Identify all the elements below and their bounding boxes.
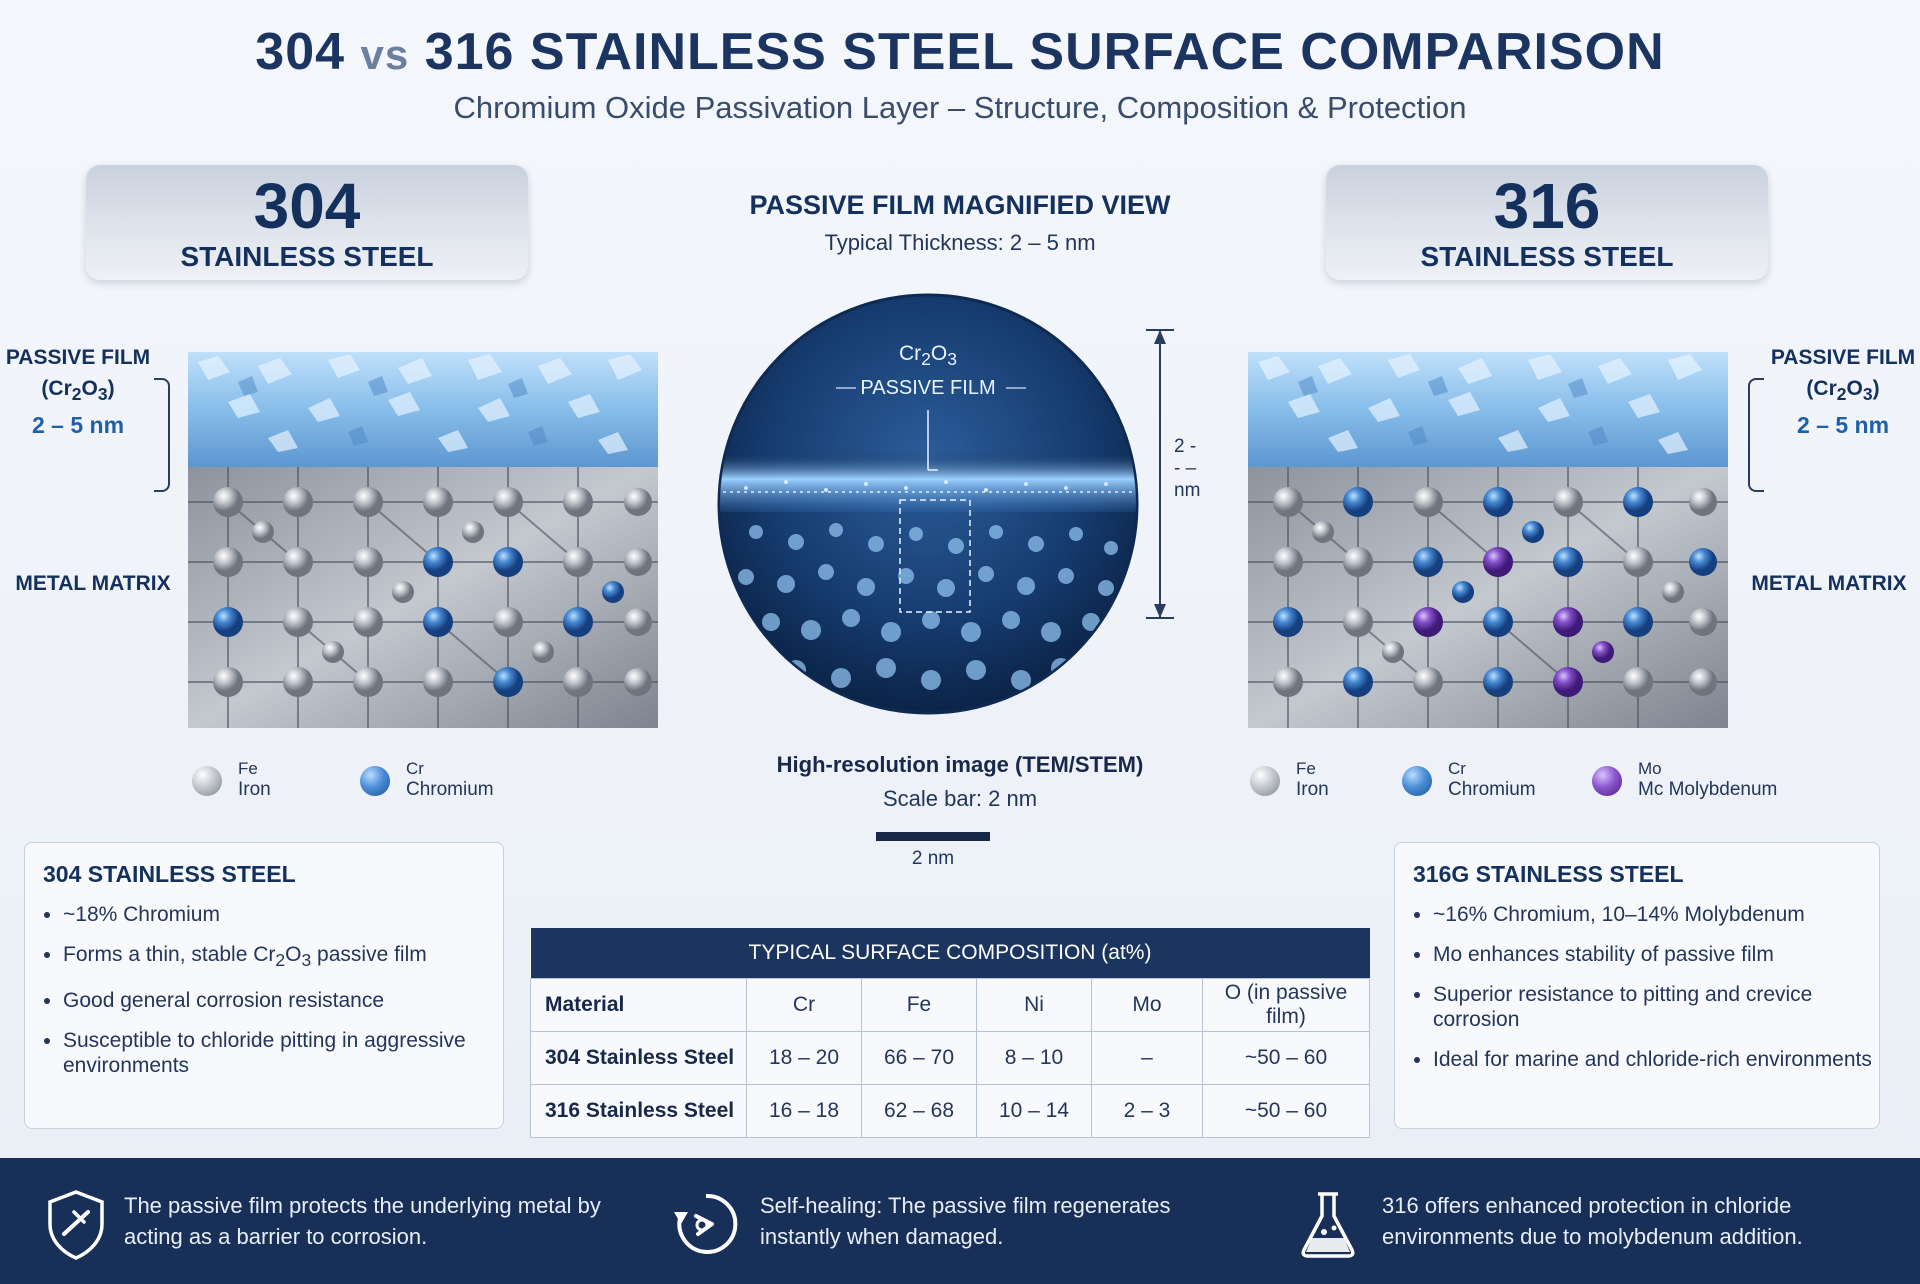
circle-formula: Cr2O3 xyxy=(899,342,957,370)
page-title: 304 vs 316 STAINLESS STEEL SURFACE COMPA… xyxy=(255,23,1665,81)
dimension-label: 2 - - – nm xyxy=(1174,436,1201,501)
info-box-316-title: 316G STAINLESS STEEL xyxy=(1413,861,1684,887)
legend-chromium-atom xyxy=(360,766,390,796)
footer-text-barrier: The passive film protects the underlying… xyxy=(124,1193,601,1249)
flask-icon xyxy=(1301,1192,1355,1258)
thickness-dimension-marker xyxy=(1146,329,1174,619)
legend-chromium: Cr Chromium xyxy=(406,759,494,800)
scale-caption: Scale bar: 2 nm xyxy=(882,786,1038,811)
typical-thickness: Typical Thickness: 2 – 5 nm xyxy=(824,230,1096,255)
legend-chromium-atom-316 xyxy=(1402,766,1432,796)
table-header-cell: Cr xyxy=(746,978,862,1032)
legend-iron: Fe Iron xyxy=(238,759,271,800)
table-header-cell: Material xyxy=(530,978,747,1032)
right-film-brace xyxy=(1748,378,1764,492)
legend-iron-atom xyxy=(192,766,222,796)
info-box-316: 316G STAINLESS STEEL ~16% Chromium, 10–1… xyxy=(1394,842,1880,1129)
crystal-304-illustration xyxy=(188,352,658,728)
info-316-item: ~16% Chromium, 10–14% Molybdenum xyxy=(1433,902,1879,927)
right-film-formula: (Cr2O3) xyxy=(1806,377,1880,405)
circle-passive-film-label: PASSIVE FILM xyxy=(860,377,996,399)
info-304-item: Susceptible to chloride pitting in aggre… xyxy=(63,1028,503,1078)
scale-bar-label: 2 nm xyxy=(911,848,955,869)
left-film-brace xyxy=(154,378,170,492)
left-passive-film-label: PASSIVE FILM (Cr2O3) 2 – 5 nm xyxy=(0,342,156,441)
left-film-formula: (Cr2O3) xyxy=(41,377,115,405)
badge-316: 316 STAINLESS STEEL xyxy=(1326,165,1768,280)
info-304-item: Forms a thin, stable Cr2O3 passive film xyxy=(63,942,503,973)
table-header-cell: Fe xyxy=(861,978,977,1032)
right-metal-matrix-label: METAL MATRIX xyxy=(1751,572,1907,595)
table-row: 316 Stainless Steel 16 – 18 62 – 68 10 –… xyxy=(530,1084,1370,1138)
left-metal-matrix-label: METAL MATRIX xyxy=(15,572,171,595)
footer-text-chloride: 316 offers enhanced protection in chlori… xyxy=(1382,1193,1803,1249)
info-box-304: 304 STAINLESS STEEL ~18% Chromium Forms … xyxy=(24,842,504,1129)
magnified-circle xyxy=(717,293,1139,715)
table-header-cell: O (in passive film) xyxy=(1202,978,1370,1032)
info-box-304-title: 304 STAINLESS STEEL xyxy=(43,861,296,887)
table-header-cell: Ni xyxy=(976,978,1092,1032)
info-316-item: Ideal for marine and chloride-rich envir… xyxy=(1433,1047,1879,1072)
crystal-316-illustration xyxy=(1248,352,1728,728)
info-304-item: ~18% Chromium xyxy=(63,902,503,927)
table-row: 304 Stainless Steel 18 – 20 66 – 70 8 – … xyxy=(530,1031,1370,1085)
legend-chromium-316: Cr Chromium xyxy=(1448,759,1536,800)
info-316-item: Mo enhances stability of passive film xyxy=(1433,942,1879,967)
table-caption: TYPICAL SURFACE COMPOSITION (at%) xyxy=(530,928,1370,979)
right-passive-film-label: PASSIVE FILM (Cr2O3) 2 – 5 nm xyxy=(1766,342,1920,441)
table-header-cell: Mo xyxy=(1091,978,1203,1032)
legend-iron-316: Fe Iron xyxy=(1296,759,1329,800)
scale-bar xyxy=(876,832,990,841)
image-caption: High-resolution image (TEM/STEM) xyxy=(776,752,1144,777)
legend-molybdenum-atom xyxy=(1592,766,1622,796)
table-header-row: Material Cr Fe Ni Mo O (in passive film) xyxy=(530,978,1370,1032)
legend-iron-atom-316 xyxy=(1250,766,1280,796)
footer-banner: The passive film protects the underlying… xyxy=(0,1158,1920,1284)
legend-molybdenum: Mo Mc Molybdenum xyxy=(1638,759,1778,800)
page-subtitle: Chromium Oxide Passivation Layer – Struc… xyxy=(453,90,1467,125)
badge-304: 304 STAINLESS STEEL xyxy=(86,165,528,280)
shield-icon xyxy=(48,1190,104,1260)
magnified-view-heading: PASSIVE FILM MAGNIFIED VIEW xyxy=(749,190,1171,220)
self-healing-icon xyxy=(674,1193,738,1254)
info-316-item: Superior resistance to pitting and crevi… xyxy=(1433,982,1879,1032)
info-304-item: Good general corrosion resistance xyxy=(63,988,503,1013)
composition-table: TYPICAL SURFACE COMPOSITION (at%) Materi… xyxy=(530,928,1370,1138)
footer-text-self-healing: Self-healing: The passive film regenerat… xyxy=(760,1193,1171,1249)
